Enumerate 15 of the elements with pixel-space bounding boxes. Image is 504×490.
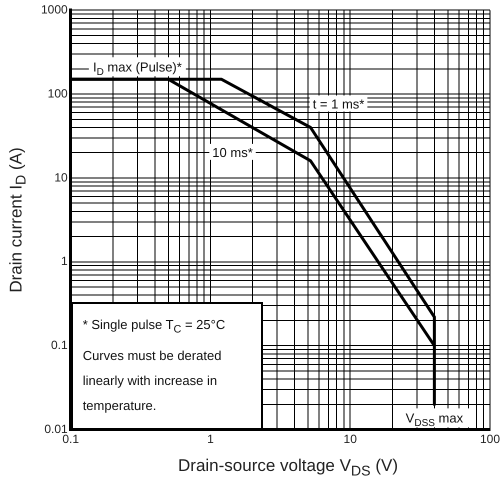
y-tick-label: 1000 <box>40 2 68 17</box>
x-tick-label: 10 <box>344 432 358 446</box>
y-tick-label: 100 <box>48 86 68 100</box>
y-tick-label: 0.01 <box>44 422 68 436</box>
y-tick-label: 1 <box>61 254 68 268</box>
series-label: t = 1 ms* <box>312 96 364 112</box>
series-label: 10 ms* <box>212 144 253 160</box>
annotation: Curves must be derated linearly with increase in temperature. <box>82 346 222 415</box>
note-box: * Single pulse T$_{C}$ = 25°C Curves must be derated linearly with increase in temperature. <box>70 302 263 430</box>
x-axis-title: Drain-source voltage V$_{DS}$ (V) <box>177 456 399 480</box>
x-tick-label: 100 <box>480 432 500 446</box>
y-tick-label: 0.1 <box>51 338 68 352</box>
x-tick-label: 1 <box>207 432 214 446</box>
y-tick-label: 10 <box>54 170 68 184</box>
annotation: * Single pulse T$_{C}$ = 25°C <box>82 316 226 338</box>
